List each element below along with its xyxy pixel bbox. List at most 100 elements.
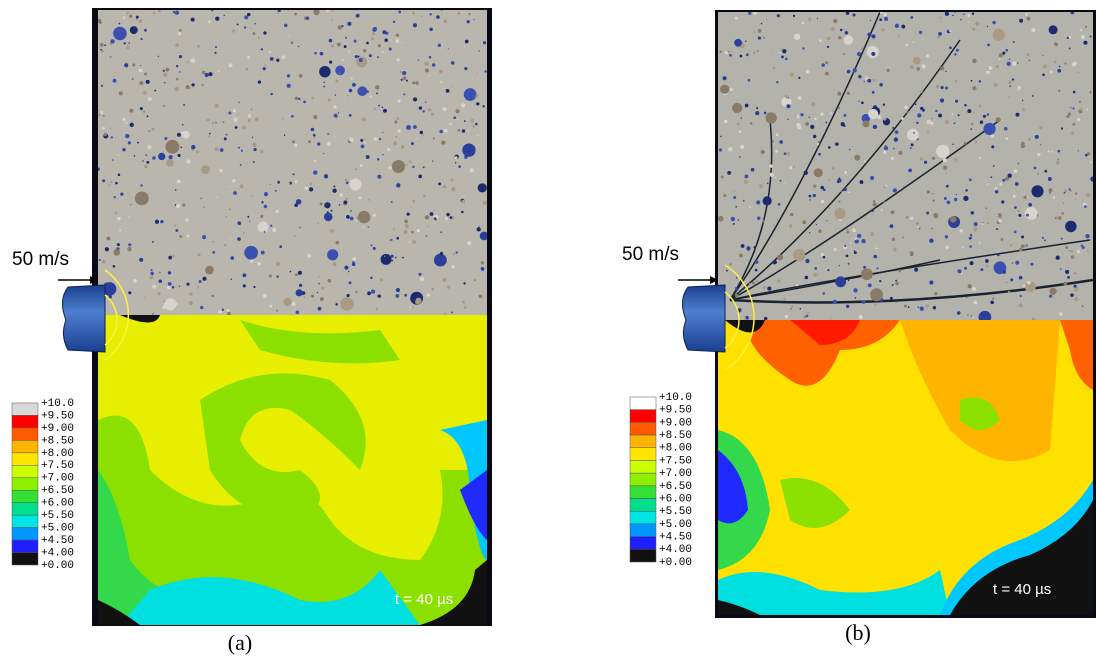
speckle bbox=[1005, 281, 1008, 284]
speckle bbox=[152, 284, 157, 289]
speckle bbox=[954, 53, 957, 56]
speckle bbox=[1020, 244, 1025, 249]
speckle bbox=[257, 80, 262, 84]
speckle bbox=[202, 235, 207, 240]
speckle bbox=[426, 225, 429, 228]
speckle bbox=[893, 137, 899, 142]
speckle bbox=[1004, 176, 1010, 181]
legend-label: +7.50 bbox=[659, 455, 692, 467]
speckle bbox=[929, 280, 934, 285]
speckle bbox=[129, 122, 134, 128]
speckle bbox=[212, 122, 214, 124]
speckle bbox=[1018, 303, 1023, 308]
speckle bbox=[744, 174, 749, 179]
speckle bbox=[345, 197, 348, 200]
legend-label: +8.00 bbox=[659, 443, 692, 455]
speckle bbox=[1081, 35, 1085, 39]
speckle bbox=[1072, 107, 1075, 110]
speckle bbox=[905, 43, 908, 47]
legend-swatch bbox=[11, 465, 39, 479]
speckle bbox=[442, 185, 447, 189]
speckle bbox=[182, 203, 186, 207]
speckle bbox=[346, 94, 349, 97]
speckle bbox=[214, 103, 219, 108]
speckle bbox=[417, 59, 419, 61]
speckle bbox=[475, 94, 479, 98]
speckle bbox=[428, 75, 431, 77]
speckle bbox=[415, 297, 422, 304]
speckle bbox=[348, 50, 350, 53]
speckle bbox=[403, 93, 406, 96]
speckle bbox=[174, 10, 180, 15]
speckle bbox=[402, 256, 404, 259]
speckle bbox=[429, 212, 434, 216]
speckle bbox=[883, 16, 889, 21]
speckle bbox=[463, 306, 467, 310]
speckle bbox=[779, 179, 782, 182]
speckle bbox=[283, 134, 286, 136]
speckle bbox=[263, 231, 266, 233]
speckle bbox=[876, 267, 879, 270]
speckle bbox=[361, 117, 366, 122]
speckle bbox=[225, 133, 228, 136]
speckle bbox=[1050, 70, 1053, 74]
speckle bbox=[762, 196, 772, 206]
speckle bbox=[936, 144, 950, 159]
speckle bbox=[820, 199, 825, 204]
speckle bbox=[871, 91, 875, 94]
contour-plot bbox=[98, 315, 487, 625]
speckle bbox=[151, 127, 155, 131]
speckle bbox=[436, 15, 440, 19]
speckle bbox=[736, 122, 740, 126]
speckle bbox=[757, 28, 762, 33]
speckle bbox=[832, 109, 835, 112]
speckle bbox=[960, 272, 963, 275]
speckle bbox=[263, 191, 269, 197]
speckle bbox=[898, 269, 902, 273]
speckle bbox=[439, 129, 443, 134]
speckle bbox=[998, 58, 1001, 60]
speckle bbox=[151, 240, 154, 243]
legend-swatch bbox=[629, 460, 657, 474]
speckle bbox=[918, 30, 923, 35]
speckle bbox=[149, 275, 154, 280]
speckle bbox=[1067, 267, 1069, 269]
speckle bbox=[963, 141, 967, 145]
speckle bbox=[812, 193, 816, 198]
speckle bbox=[1070, 250, 1073, 253]
speckle bbox=[956, 311, 961, 315]
speckle bbox=[825, 71, 829, 76]
speckle bbox=[1037, 172, 1040, 175]
speckle bbox=[298, 283, 303, 288]
speckle bbox=[112, 264, 116, 268]
speckle bbox=[963, 13, 965, 15]
speckle bbox=[996, 228, 999, 231]
speckle bbox=[260, 250, 265, 255]
speckle bbox=[1005, 137, 1009, 140]
speckle bbox=[381, 106, 384, 109]
speckle bbox=[842, 53, 845, 56]
speckle bbox=[463, 120, 466, 123]
speckle bbox=[827, 178, 830, 181]
speckle bbox=[295, 199, 302, 205]
speckle bbox=[323, 152, 325, 155]
speckle bbox=[938, 113, 943, 118]
speckle bbox=[317, 142, 321, 146]
speckle bbox=[287, 10, 290, 12]
speckle bbox=[1003, 126, 1008, 131]
speckle bbox=[1079, 101, 1081, 103]
speckle bbox=[247, 114, 252, 118]
speckle bbox=[975, 140, 977, 143]
speckle bbox=[286, 74, 291, 78]
speckle bbox=[775, 133, 779, 137]
speckle bbox=[314, 137, 316, 139]
speckle bbox=[346, 293, 350, 298]
speckle bbox=[1028, 202, 1033, 207]
speckle bbox=[872, 78, 876, 82]
speckle bbox=[384, 255, 386, 257]
speckle bbox=[474, 122, 478, 126]
speckle bbox=[337, 112, 340, 114]
speckle bbox=[471, 153, 474, 156]
speckle bbox=[960, 18, 962, 21]
speckle bbox=[178, 71, 181, 73]
